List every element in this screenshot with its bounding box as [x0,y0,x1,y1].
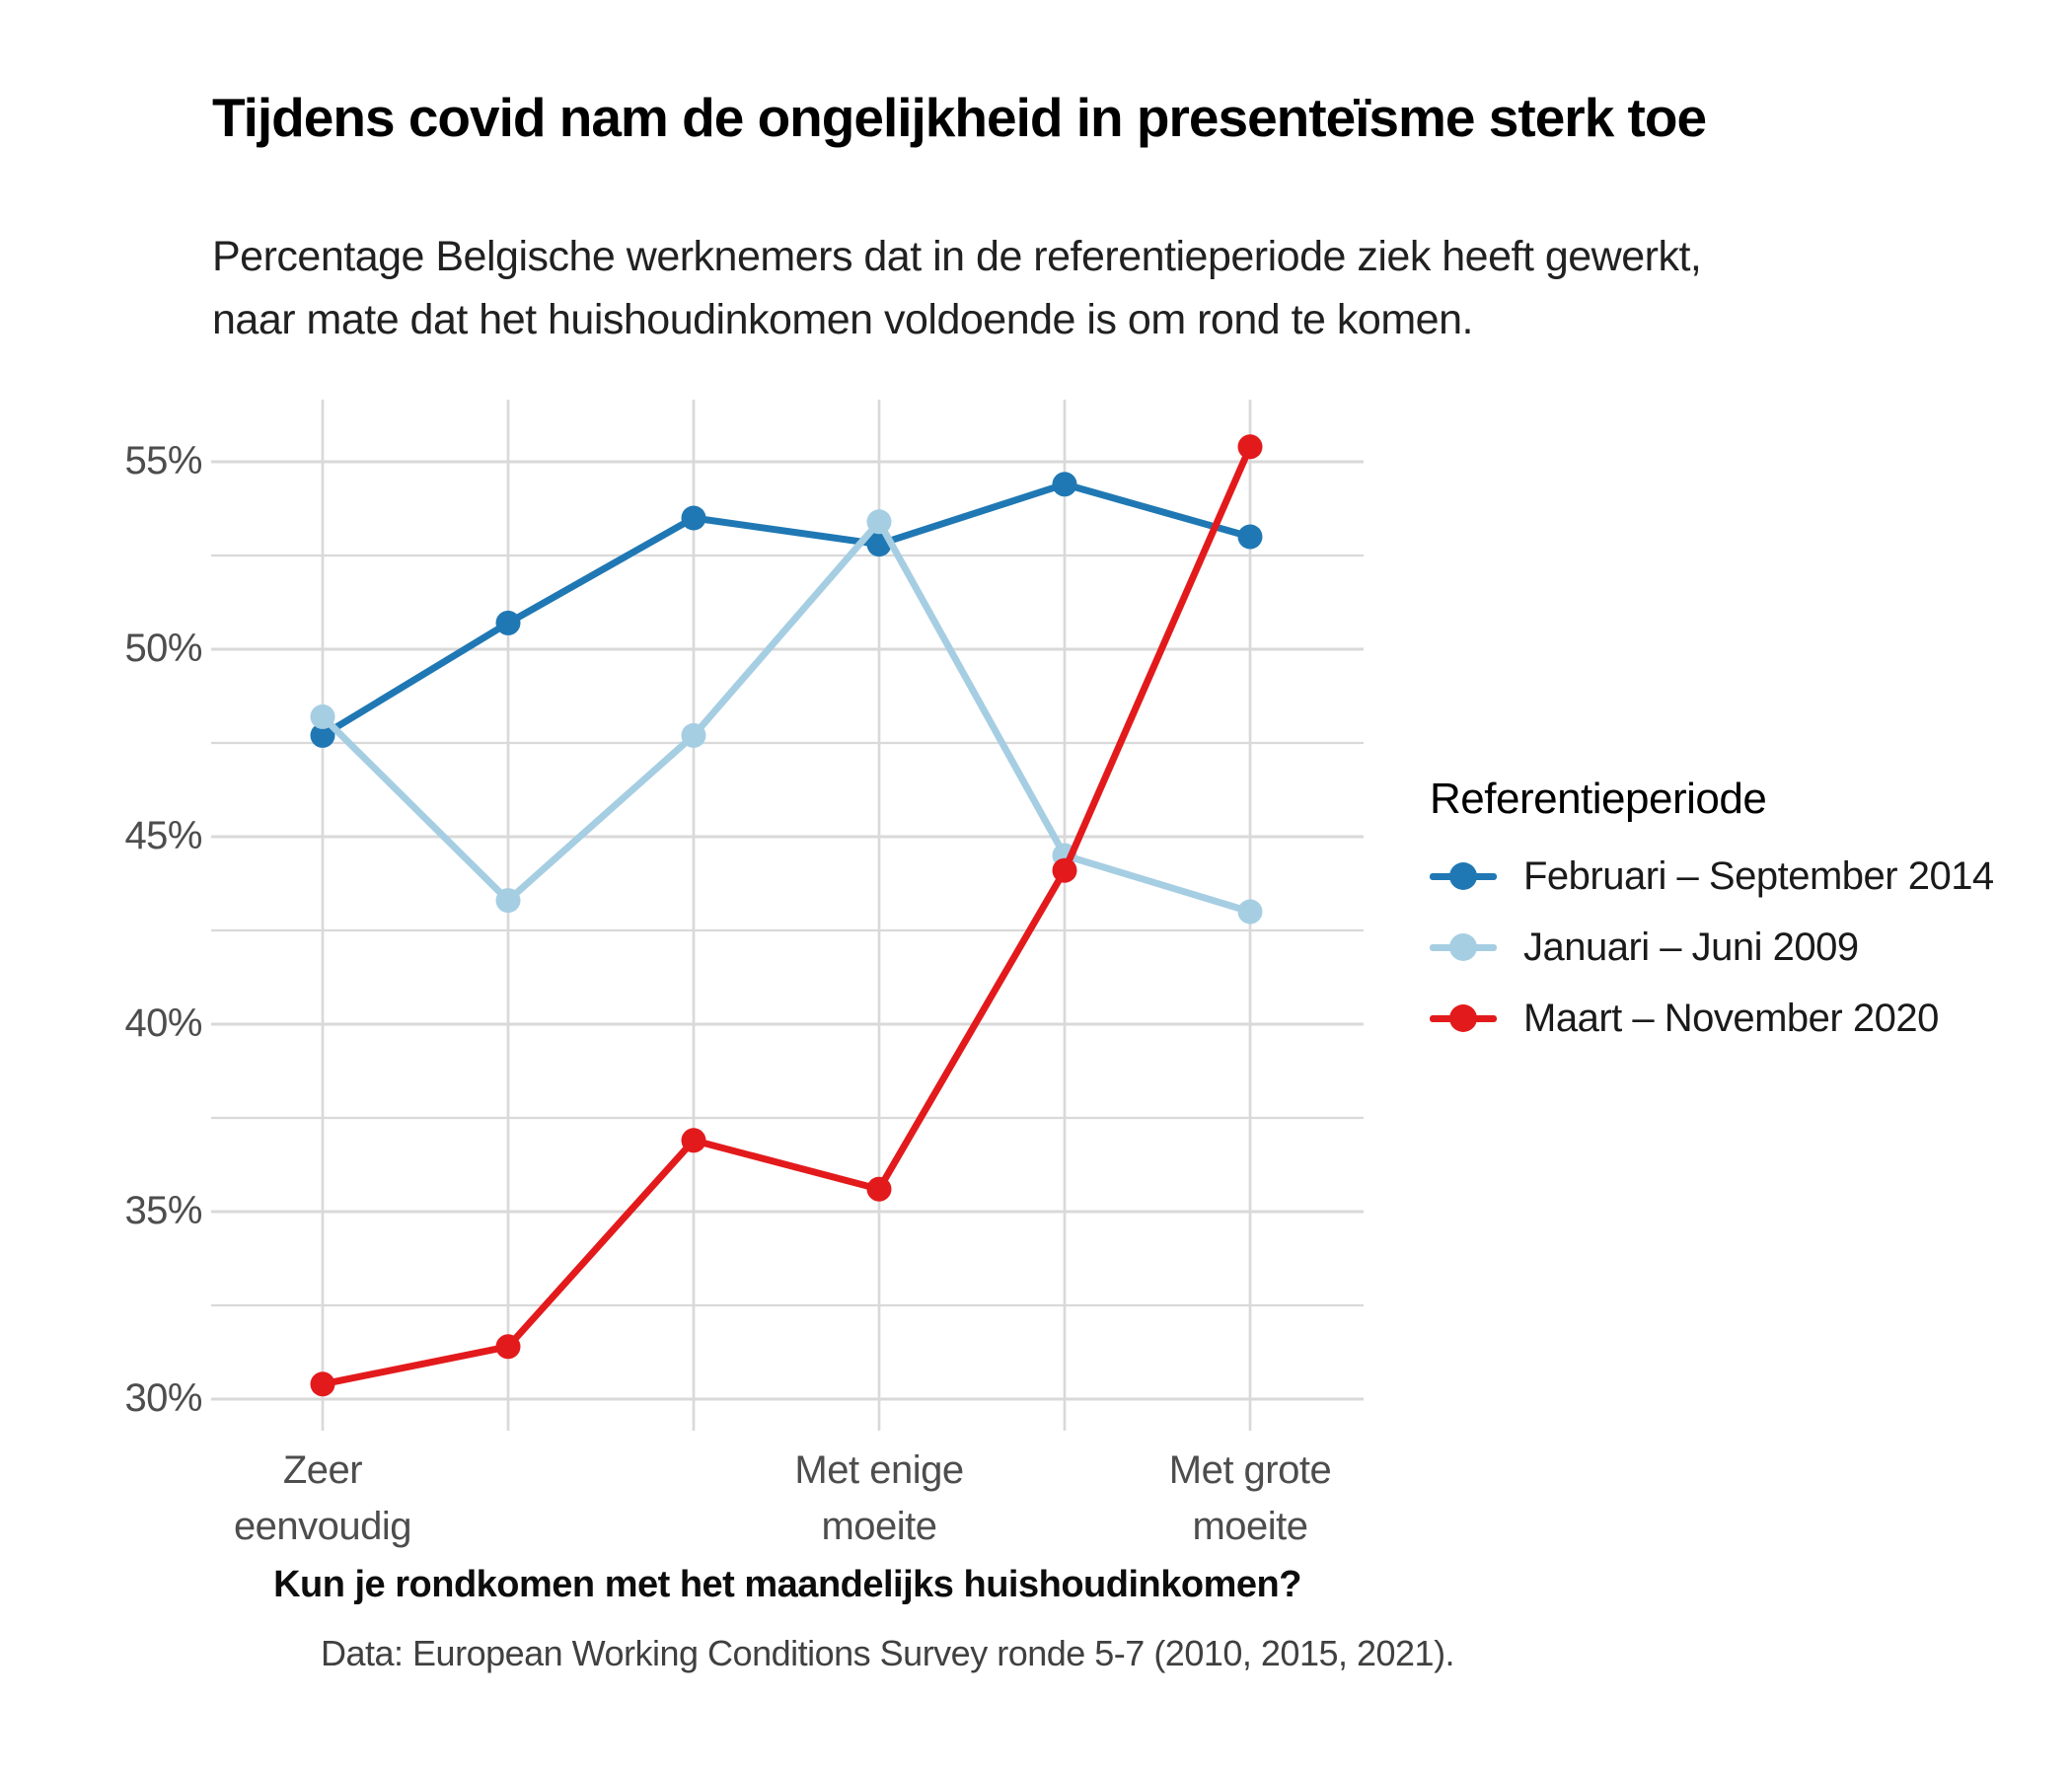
data-point-s0-1 [495,610,521,635]
legend-dot-icon [1449,1004,1477,1032]
x-tick-label-3: Met enige moeite [794,1448,964,1548]
legend-label-2014: Februari – September 2014 [1523,854,1994,898]
legend-key-2020 [1430,994,1497,1043]
x-tick-label-0: Zeer eenvoudig [233,1448,412,1548]
data-point-s0-2 [681,505,706,531]
legend-item-2014: Februari – September 2014 [1430,851,2041,901]
y-tick-label-30: 30% [124,1376,202,1420]
chart-subtitle-line2: naar mate dat het huishoudinkomen voldoe… [212,296,1473,343]
x-tick-label-5: Met grote moeite [1168,1448,1332,1548]
legend-item-2020: Maart – November 2020 [1430,994,2041,1043]
data-point-s0-5 [1237,524,1263,550]
data-point-s2-4 [1052,857,1077,883]
data-point-s1-5 [1237,899,1263,925]
legend-dot-icon [1449,933,1477,961]
x-axis-title: Kun je rondkomen met het maandelijks hui… [273,1564,1301,1605]
chart-subtitle: Percentage Belgische werknemers dat in d… [212,225,1988,351]
y-tick-label-45: 45% [124,814,202,857]
legend-key-2009 [1430,923,1497,972]
legend-label-2020: Maart – November 2020 [1523,997,1939,1040]
legend-key-2014 [1430,851,1497,901]
series-line-1 [319,518,1254,916]
data-point-s2-2 [681,1128,706,1153]
chart-subtitle-line1: Percentage Belgische werknemers dat in d… [212,233,1702,280]
data-point-s2-5 [1237,434,1263,460]
series-line-0 [319,481,1254,739]
data-point-s2-0 [310,1371,335,1397]
data-point-s1-2 [681,722,706,748]
data-point-s2-1 [495,1334,521,1360]
legend-item-2009: Januari – Juni 2009 [1430,923,2041,972]
chart-caption: Data: European Working Conditions Survey… [321,1633,1455,1673]
data-point-s1-3 [866,509,892,535]
data-point-s1-1 [495,888,521,914]
data-point-s1-0 [310,703,335,729]
y-tick-label-55: 55% [124,439,202,482]
y-tick-label-50: 50% [124,627,202,670]
y-tick-label-35: 35% [124,1189,202,1232]
legend-dot-icon [1449,862,1477,890]
chart-title: Tijdens covid nam de ongelijkheid in pre… [212,87,1707,148]
series-line-2 [319,443,1254,1388]
y-tick-label-40: 40% [124,1001,202,1045]
legend-title: Referentieperiode [1430,775,1767,823]
data-point-s0-0 [310,722,335,748]
data-point-s0-4 [1052,472,1077,497]
legend-label-2009: Januari – Juni 2009 [1523,925,1859,969]
data-point-s2-3 [866,1176,892,1202]
